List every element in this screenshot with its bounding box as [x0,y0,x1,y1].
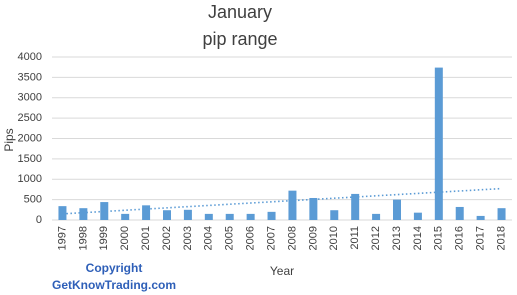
chart-subtitle: pip range [202,29,277,49]
x-tick-label: 2007 [265,226,277,250]
x-tick-label: 2004 [203,226,215,250]
bar [497,208,506,220]
bar [393,199,401,220]
x-tick-label: 1997 [56,226,68,250]
x-tick-label: 2011 [349,226,361,250]
x-tick-label: 2000 [119,226,131,250]
x-tick-label: 2013 [391,226,403,250]
x-tick-label: 2009 [307,226,319,250]
y-tick-label: 2000 [18,132,42,144]
bar [455,206,464,220]
y-axis-title: Pips [2,128,16,151]
bar [100,202,109,220]
bar [183,209,192,220]
bar [246,213,255,220]
y-tick-label: 1500 [18,153,42,165]
x-tick-label: 2014 [412,226,424,250]
x-tick-label: 2003 [182,226,194,250]
bar [142,205,151,220]
bar [163,210,171,220]
y-tick-label: 2500 [18,112,42,124]
x-tick-label: 2008 [286,226,298,250]
x-tick-label: 2018 [495,226,507,250]
x-tick-label: 2005 [224,226,236,250]
site-note: GetKnowTrading.com [52,278,176,292]
y-tick-label: 3000 [18,92,42,104]
x-tick-label: 1998 [77,226,89,250]
x-tick-label: 2002 [161,226,173,250]
x-tick-label: 2015 [433,226,445,250]
chart-title: January [208,2,272,22]
copyright-note: Copyright [86,261,143,275]
x-tick-label: 2006 [245,226,257,250]
bar [121,213,130,220]
x-axis-title: Year [270,264,294,278]
bar [309,197,318,220]
x-tick-label: 2010 [328,226,340,250]
y-tick-label: 3500 [18,71,42,83]
x-tick-label: 2001 [140,226,152,250]
bar [351,193,360,220]
x-tick-label: 2016 [454,226,466,250]
y-tick-label: 0 [36,214,42,226]
bar [204,213,213,220]
trendline [62,187,502,215]
x-tick-label: 1999 [98,226,110,250]
bar [267,211,276,220]
x-tick-label: 2017 [475,226,487,250]
x-tick-label: 2012 [370,226,382,250]
bar [288,190,297,220]
bar [372,213,381,220]
y-tick-label: 1000 [18,173,42,185]
bar [434,67,443,220]
bar [476,215,485,220]
bar [79,208,88,220]
bar [225,213,234,220]
y-tick-label: 500 [24,194,42,206]
y-tick-label: 4000 [18,51,42,63]
bar [330,210,339,220]
bar [413,212,422,220]
